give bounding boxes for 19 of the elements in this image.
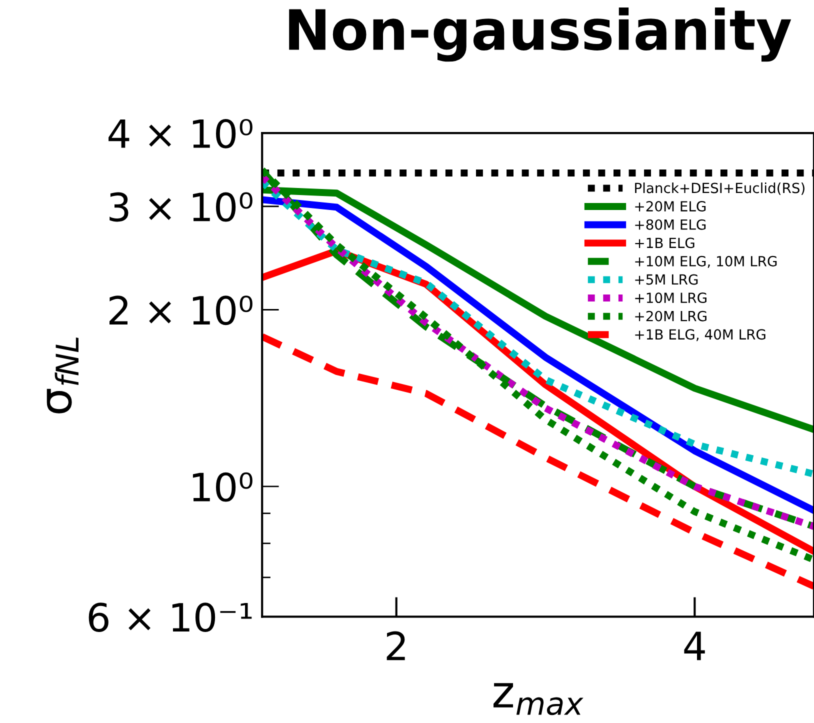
y-axis-title: σ$_{fNL}$ <box>46 337 78 414</box>
legend-label: +1B ELG, 40M LRG <box>635 329 766 342</box>
y-tick-label: 4 × 10⁰ <box>108 118 252 148</box>
legend-label: +80M ELG <box>635 219 706 230</box>
legend-label: Planck+DESI+Euclid(RS) <box>635 182 804 195</box>
chart-title: Non-gaussianity <box>289 7 792 62</box>
y-tick-label: 6 × 10⁻¹ <box>88 602 252 632</box>
legend-label: +20M LRG <box>635 310 706 322</box>
legend-label: +10M LRG <box>635 292 706 304</box>
legend-label: +10M ELG, 10M LRG <box>635 256 777 268</box>
y-tick-label: 3 × 10⁰ <box>110 192 252 222</box>
legend-label: +5M LRG <box>635 274 698 285</box>
x-axis-title: z$_{max}$ <box>494 683 584 716</box>
x-tick-label: 4 <box>684 632 705 660</box>
y-tick-label: 2 × 10⁰ <box>109 296 252 326</box>
legend-label: +1B ELG <box>635 238 694 248</box>
legend-label: +20M ELG <box>635 201 706 212</box>
y-tick-label: 10⁰ <box>192 472 252 502</box>
x-tick-label: 2 <box>386 631 405 660</box>
